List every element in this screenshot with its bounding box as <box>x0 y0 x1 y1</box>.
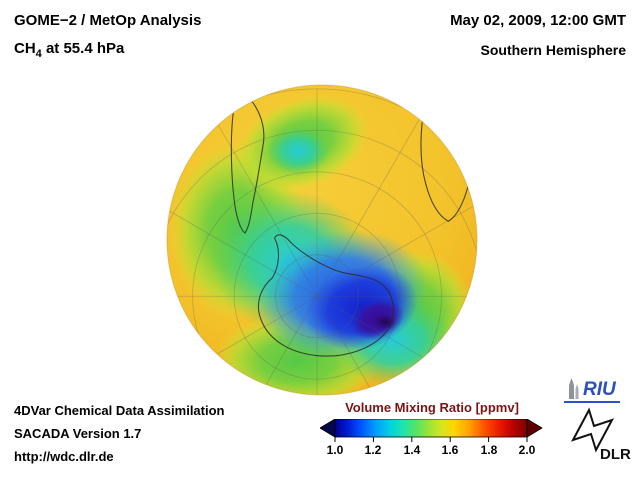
species-name: CH <box>14 40 36 57</box>
tick-label: 2.0 <box>518 443 536 457</box>
datetime-label: May 02, 2009, 12:00 GMT <box>450 12 626 29</box>
tick-label: 1.4 <box>403 443 421 457</box>
species-level-label: CH4 at 55.4 hPa <box>14 40 124 60</box>
south-america-coastline <box>230 97 265 234</box>
colorbar-underflow-arrow <box>320 419 336 438</box>
dlr-logo-text: DLR <box>600 446 631 463</box>
riu-logo: RIU <box>564 377 620 403</box>
colorbar-title: Volume Mixing Ratio [ppmv] <box>345 400 519 415</box>
tick-label: 1.8 <box>480 443 498 457</box>
assimilation-label: 4DVar Chemical Data Assimilation <box>14 403 225 418</box>
antarctica-coastline <box>257 234 394 357</box>
riu-logo-text: RIU <box>583 379 616 400</box>
analysis-title: GOME−2 / MetOp Analysis <box>14 12 202 29</box>
url-label: http://wdc.dlr.de <box>14 449 114 464</box>
pressure-level: at 55.4 hPa <box>41 40 125 57</box>
colorbar-tickmarks <box>334 437 528 442</box>
tick-label: 1.2 <box>364 443 382 457</box>
tick-label: 1.0 <box>326 443 344 457</box>
colorbar-overflow-arrow <box>526 419 543 438</box>
tick-label: 1.6 <box>441 443 459 457</box>
version-label: SACADA Version 1.7 <box>14 426 142 441</box>
riu-tower-icon <box>569 378 579 399</box>
colorbar-gradient <box>334 419 528 438</box>
colorbar <box>320 419 543 442</box>
ch4-field-shading <box>168 94 476 396</box>
dlr-logo-icon <box>570 407 615 453</box>
globe-limb <box>166 84 478 396</box>
globe-map <box>166 84 478 396</box>
species-subscript: 4 <box>35 48 42 60</box>
hemisphere-label: Southern Hemisphere <box>480 42 626 58</box>
dlr-logo: DLR <box>568 404 632 468</box>
colorbar-tick-labels: 1.0 1.2 1.4 1.6 1.8 2.0 <box>320 443 544 458</box>
